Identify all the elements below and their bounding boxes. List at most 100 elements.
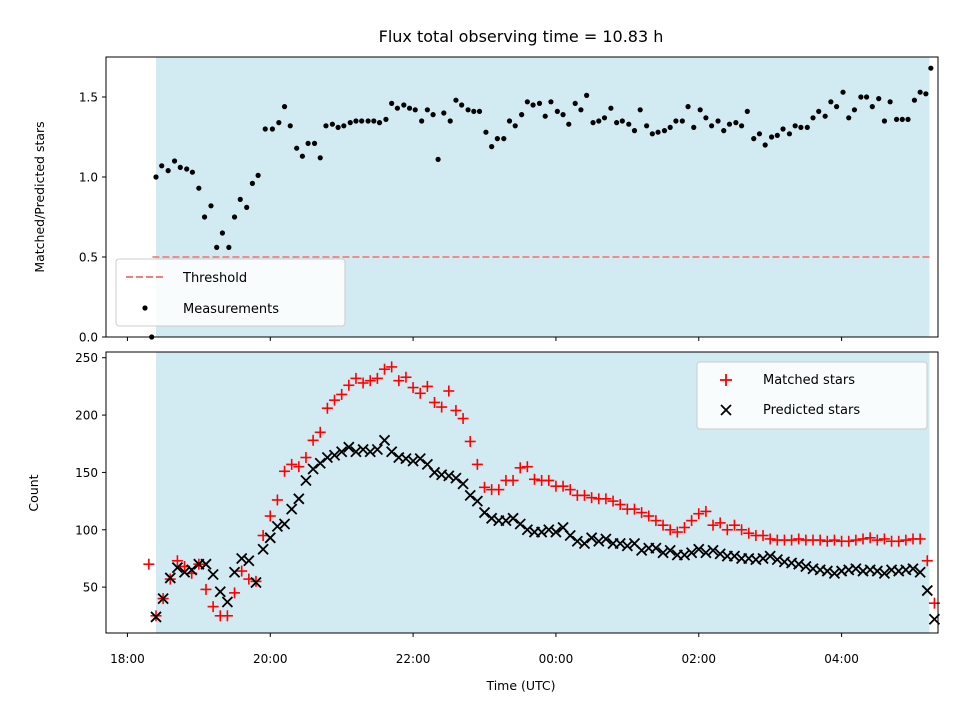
predicted-star-marker	[635, 544, 648, 557]
measurement-point	[774, 132, 780, 138]
measurement-point	[335, 124, 341, 130]
matched-star-marker	[850, 534, 862, 546]
measurement-point	[893, 116, 900, 122]
measurement-point	[244, 204, 250, 210]
ratio-y-tick-label: 1.0	[79, 171, 98, 185]
measurement-point	[697, 107, 703, 113]
matched-star-marker	[921, 555, 933, 567]
measurement-point	[524, 99, 530, 105]
measurement-point	[756, 131, 763, 137]
predicted-star-marker	[250, 576, 262, 589]
predicted-star-marker	[328, 449, 341, 461]
matched-star-marker	[678, 521, 690, 533]
matched-star-marker	[650, 515, 662, 527]
matched-star-marker	[471, 458, 483, 470]
matched-star-marker	[207, 601, 219, 613]
predicted-star-marker	[714, 548, 726, 560]
predicted-star-marker	[350, 446, 362, 458]
measurement-point	[685, 104, 691, 110]
matched-star-marker	[336, 388, 348, 400]
predicted-star-marker	[400, 453, 412, 465]
matched-star-marker	[700, 505, 712, 517]
measurements-legend-label: Measurements	[183, 302, 279, 317]
predicted-star-marker	[664, 544, 676, 557]
measurement-point	[329, 121, 335, 127]
matched-star-marker	[521, 461, 533, 473]
predicted-star-marker	[443, 470, 455, 482]
predicted-star-marker	[414, 453, 426, 465]
matched-star-marker	[736, 524, 748, 536]
matched-star-marker	[514, 462, 526, 474]
ratio-legend: Threshold Measurements	[115, 258, 346, 327]
matched-star-marker	[321, 402, 333, 414]
measurement-point	[196, 185, 202, 191]
measurement-point	[441, 110, 447, 116]
predicted-star-marker	[286, 503, 298, 515]
count-legend-box	[696, 361, 928, 430]
measurement-point	[453, 97, 459, 103]
matched-star-marker	[828, 534, 840, 546]
measurement-point	[840, 89, 846, 95]
measurement-point	[287, 123, 293, 129]
measurement-point	[769, 134, 775, 140]
matched-star-marker	[271, 494, 283, 506]
time-x-tick-label: 18:00	[110, 652, 145, 666]
time-x-axis-label: Time (UTC)	[485, 678, 555, 693]
matched-star-marker	[371, 372, 383, 384]
matched-star-marker	[143, 558, 155, 570]
measurement-point	[703, 115, 709, 121]
measurement-point	[601, 115, 608, 121]
matched-star-marker	[721, 524, 733, 536]
measurement-point	[189, 169, 196, 175]
measurement-point	[786, 131, 793, 137]
predicted-star-marker	[243, 555, 255, 567]
measurement-point	[424, 107, 430, 113]
count-y-tick-label: 100	[75, 523, 98, 537]
count-y-tick-label: 50	[83, 581, 98, 595]
ratio-y-tick-label: 1.5	[79, 91, 98, 105]
predicted-star-marker	[164, 572, 176, 584]
matched-star-marker	[714, 517, 726, 529]
predicted-star-marker	[464, 489, 476, 502]
matched-star-marker	[543, 474, 555, 486]
predicted-star-marker	[314, 457, 326, 469]
measurement-point	[584, 92, 590, 98]
matched-star-marker	[264, 510, 276, 522]
measurement-point	[733, 120, 739, 126]
measurement-point	[226, 244, 232, 250]
matched-star-marker	[293, 461, 305, 473]
measurement-point	[816, 108, 822, 114]
matched-star-marker	[393, 375, 405, 387]
measurement-point	[430, 112, 436, 118]
predicted-star-marker	[850, 563, 862, 575]
ratio-panel-frame	[105, 56, 939, 338]
matched-legend-label: Matched stars	[763, 373, 855, 388]
matched-star-marker	[843, 535, 855, 547]
matched-star-marker	[443, 385, 455, 397]
measurement-point	[305, 140, 311, 146]
measurement-point	[231, 214, 238, 220]
measurement-point	[881, 118, 888, 124]
matched-star-marker	[814, 534, 826, 546]
measurement-point	[501, 136, 507, 142]
predicted-star-marker	[871, 565, 883, 577]
measurement-point	[899, 116, 905, 122]
measurement-point	[255, 172, 261, 178]
matched-star-marker	[364, 375, 376, 387]
measurement-point	[590, 120, 596, 126]
predicted-star-marker	[571, 535, 583, 547]
measurement-point	[299, 153, 305, 159]
predicted-star-marker	[264, 532, 276, 544]
predicted-star-marker	[221, 596, 234, 608]
measurement-point	[923, 91, 929, 97]
measurement-point	[614, 120, 620, 126]
predicted-star-marker	[614, 537, 626, 550]
matched-star-marker	[607, 495, 619, 507]
time-x-tick-label: 04:00	[824, 652, 859, 666]
measurement-point	[153, 174, 159, 180]
matched-star-marker	[586, 492, 598, 504]
predicted-star-marker	[657, 547, 669, 559]
predicted-star-marker	[150, 611, 162, 623]
matched-star-marker	[693, 508, 705, 520]
measurement-point	[876, 96, 882, 102]
